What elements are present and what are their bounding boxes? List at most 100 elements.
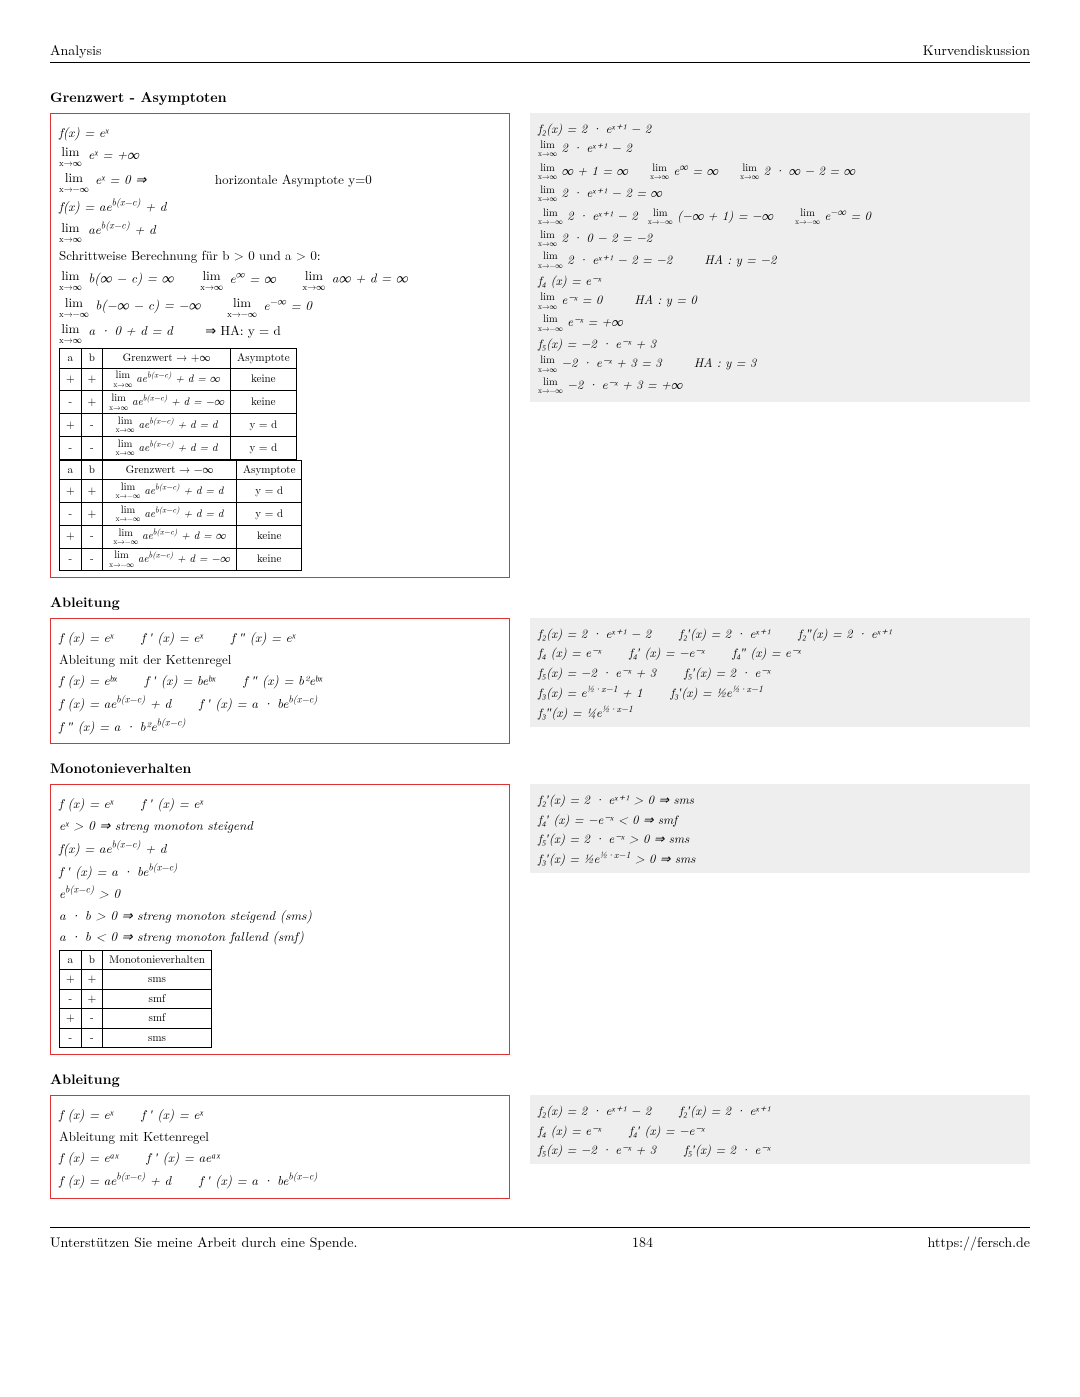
example-box-1: f₂(x) = 2 · eˣ⁺¹ − 2 lim x→∞ 2 · eˣ⁺¹ − 2… bbox=[530, 113, 1030, 402]
formula: f (x) = eˣ bbox=[59, 627, 113, 646]
formula: f₂(x) = 2 · eˣ⁺¹ − 2 bbox=[538, 1101, 651, 1119]
lim-sub: x→∞ bbox=[200, 282, 223, 291]
lim-sub: x→∞ bbox=[59, 234, 82, 243]
formula-box-1: f(x) = eˣ limx→∞ eˣ = +∞ limx→−∞ eˣ = 0 … bbox=[50, 113, 510, 578]
formula-box-2: f (x) = eˣ f ′ (x) = eˣ f ″ (x) = eˣ Ablei… bbox=[50, 618, 510, 744]
formula: f ′ (x) = a · beb(x−c) bbox=[59, 861, 177, 880]
note: Ableitung mit der Kettenregel bbox=[59, 649, 501, 669]
page-number: 184 bbox=[357, 1232, 927, 1252]
formula: f ′ (x) = eˣ bbox=[141, 793, 203, 812]
formula: 2 · eˣ⁺¹ − 2 bbox=[557, 138, 632, 156]
formula: eˣ = 0 ⇒ bbox=[95, 169, 146, 188]
lim-sub: x→∞ bbox=[538, 367, 557, 375]
formula: e∞ = ∞ bbox=[225, 268, 276, 287]
formula: a · b > 0 ⇒ streng monoton steigend (sms… bbox=[59, 905, 312, 924]
lim: lim bbox=[543, 314, 558, 325]
formula: f(x) = aeb(x−c) + d bbox=[59, 838, 166, 857]
th: Grenzwert → −∞ bbox=[103, 460, 237, 480]
formula: f₅(x) = −2 · e⁻ˣ + 3 bbox=[538, 334, 656, 352]
example-box-3: f₂′(x) = 2 · eˣ⁺¹ > 0 ⇒ sms f₄′ (x) = −e… bbox=[530, 784, 1030, 873]
lim-sub: x→−∞ bbox=[538, 388, 563, 396]
formula: f₂′(x) = 2 · eˣ⁺¹ bbox=[679, 1101, 770, 1119]
lim-sub: x→−∞ bbox=[227, 309, 257, 318]
formula: a · b < 0 ⇒ streng monoton fallend (smf) bbox=[59, 926, 304, 945]
lim-sub: x→∞ bbox=[59, 282, 82, 291]
formula: f ″ (x) = eˣ bbox=[231, 627, 295, 646]
formula: ∞ + 1 = ∞ bbox=[557, 161, 628, 179]
note: Schrittweise Berechnung für b > 0 und a … bbox=[59, 245, 501, 265]
formula: e⁻ˣ = 0 bbox=[557, 290, 602, 308]
table-row: ++limx→∞ aeb(x−c) + d = ∞keine bbox=[60, 368, 297, 391]
footer-left: Unterstützen Sie meine Arbeit durch eine… bbox=[50, 1232, 357, 1252]
note: ⇒ HA: y = d bbox=[205, 320, 281, 339]
th: Asymptote bbox=[236, 460, 302, 480]
formula: f₂′(x) = 2 · eˣ⁺¹ bbox=[679, 624, 770, 642]
formula: f (x) = eᵃˣ bbox=[59, 1147, 118, 1166]
lim-sub: x→−∞ bbox=[538, 219, 563, 227]
formula: e⁻ˣ = +∞ bbox=[563, 312, 623, 330]
formula-box-3: f (x) = eˣ f ′ (x) = eˣ eˣ > 0 ⇒ streng m… bbox=[50, 784, 510, 1055]
formula: 2 · eˣ⁺¹ − 2 bbox=[563, 206, 638, 224]
formula: a∞ + d = ∞ bbox=[327, 268, 407, 287]
formula: b(∞ − c) = ∞ bbox=[84, 268, 174, 287]
lim-sub: x→∞ bbox=[538, 196, 557, 204]
formula: f (x) = aeb(x−c) + d bbox=[59, 693, 171, 712]
formula: f ′ (x) = beᵇˣ bbox=[145, 670, 216, 689]
section-title-3: Monotonieverhalten bbox=[50, 758, 1030, 778]
example-box-4: f₂(x) = 2 · eˣ⁺¹ − 2 f₂′(x) = 2 · eˣ⁺¹ f₄… bbox=[530, 1095, 1030, 1163]
formula: eˣ > 0 ⇒ streng monoton steigend bbox=[59, 815, 253, 834]
formula: f₅′(x) = 2 · e⁻ˣ bbox=[684, 663, 770, 681]
page-footer: Unterstützen Sie meine Arbeit durch eine… bbox=[50, 1227, 1030, 1252]
formula: f₂″(x) = 2 · eˣ⁺¹ bbox=[798, 624, 891, 642]
formula: f₅′(x) = 2 · e⁻ˣ bbox=[684, 1140, 770, 1158]
note: Ableitung mit Kettenregel bbox=[59, 1126, 501, 1146]
formula: f₃″(x) = ¼e½·x−1 bbox=[538, 703, 633, 721]
limit-table-neg: abGrenzwert → −∞Asymptote ++limx→−∞ aeb(… bbox=[59, 460, 302, 572]
lim: lim bbox=[65, 170, 83, 183]
lim-sub: x→∞ bbox=[59, 158, 82, 167]
formula: −2 · e⁻ˣ + 3 = +∞ bbox=[563, 375, 682, 393]
table-row: -+limx→−∞ aeb(x−c) + d = dy = d bbox=[60, 502, 302, 525]
formula: f₂(x) = 2 · eˣ⁺¹ − 2 bbox=[538, 624, 651, 642]
section-title-2: Ableitung bbox=[50, 592, 1030, 612]
lim-sub: x→∞ bbox=[538, 151, 557, 159]
formula: f (x) = eˣ bbox=[59, 1104, 113, 1123]
formula: 2 · ∞ − 2 = ∞ bbox=[759, 161, 855, 179]
table-row: ++sms bbox=[60, 970, 212, 990]
formula: f₂(x) = 2 · eˣ⁺¹ − 2 bbox=[538, 119, 651, 137]
th: a bbox=[60, 349, 82, 369]
formula: f₅(x) = −2 · e⁻ˣ + 3 bbox=[538, 663, 656, 681]
formula: e−∞ = 0 bbox=[259, 295, 312, 314]
formula: f₂′(x) = 2 · eˣ⁺¹ > 0 ⇒ sms bbox=[538, 790, 694, 808]
formula: f₄′ (x) = −e⁻ˣ bbox=[629, 1121, 704, 1139]
footer-right: https://fersch.de bbox=[928, 1232, 1030, 1252]
formula: f₄ (x) = e⁻ˣ bbox=[538, 1121, 601, 1139]
formula: f ′ (x) = eˣ bbox=[141, 627, 203, 646]
formula: f₄′ (x) = −e⁻ˣ bbox=[629, 643, 704, 661]
formula: f₄ (x) = e⁻ˣ bbox=[538, 271, 601, 289]
th: Asymptote bbox=[231, 349, 297, 369]
th: Grenzwert → +∞ bbox=[103, 349, 231, 369]
formula: f (x) = eˣ bbox=[59, 793, 113, 812]
monotone-table: abMonotonieverhalten ++sms-+smf+-smf--sm… bbox=[59, 950, 212, 1049]
note: HA : y = 0 bbox=[634, 290, 696, 308]
header-left: Analysis bbox=[50, 40, 102, 60]
th: b bbox=[81, 460, 103, 480]
formula: a · 0 + d = d bbox=[84, 320, 173, 339]
lim-sub: x→−∞ bbox=[538, 263, 563, 271]
lim-sub: x→∞ bbox=[538, 174, 557, 182]
lim: lim bbox=[61, 220, 79, 233]
th: a bbox=[60, 950, 82, 970]
formula: (−∞ + 1) = −∞ bbox=[673, 206, 773, 224]
table-row: --limx→∞ aeb(x−c) + d = dy = d bbox=[60, 436, 297, 459]
formula: f₄″ (x) = e⁻ˣ bbox=[733, 643, 801, 661]
formula: f(x) = aeb(x−c) + d bbox=[59, 196, 166, 215]
formula: b(−∞ − c) = −∞ bbox=[91, 295, 201, 314]
table-row: ++limx→−∞ aeb(x−c) + d = dy = d bbox=[60, 480, 302, 503]
formula: f₅′(x) = 2 · e⁻ˣ > 0 ⇒ sms bbox=[538, 829, 689, 847]
formula-box-4: f (x) = eˣf ′ (x) = eˣ Ableitung mit Ket… bbox=[50, 1095, 510, 1198]
note: horizontale Asymptote y=0 bbox=[215, 169, 372, 188]
formula: eˣ = +∞ bbox=[88, 144, 139, 163]
lim-sub: x→∞ bbox=[740, 174, 759, 182]
formula: f₄ (x) = e⁻ˣ bbox=[538, 643, 601, 661]
